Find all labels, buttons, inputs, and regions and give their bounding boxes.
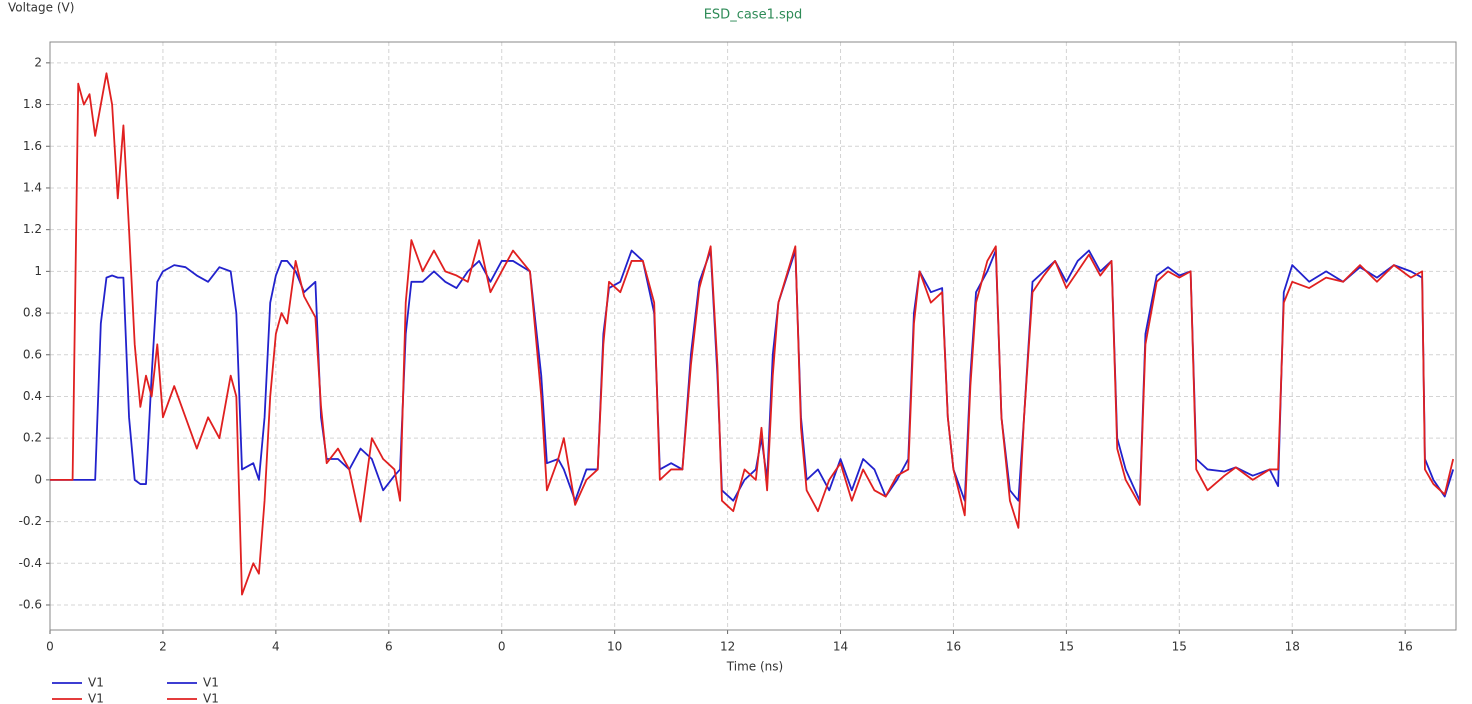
x-tick-label: 15	[1172, 640, 1187, 654]
y-tick-label: 1	[34, 264, 42, 278]
x-tick-label: 6	[385, 640, 393, 654]
x-tick-label: 18	[1285, 640, 1300, 654]
plot-area	[50, 42, 1456, 630]
legend-label: V1	[203, 692, 219, 704]
series-line	[50, 249, 1455, 502]
y-tick-label: 1.6	[23, 139, 42, 153]
y-tick-label: 1.8	[23, 97, 42, 111]
y-tick-label: 2	[34, 55, 42, 69]
y-tick-label: 1.4	[23, 180, 42, 194]
y-tick-label: 0.4	[23, 389, 42, 403]
x-tick-label: 2	[159, 640, 167, 654]
x-tick-label: 14	[833, 640, 848, 654]
x-tick-label: 10	[607, 640, 622, 654]
y-tick-label: -0.6	[19, 597, 42, 611]
x-tick-label: 0	[46, 640, 54, 654]
legend-label: V1	[88, 692, 104, 704]
chart-title: ESD_case1.spd	[704, 8, 803, 23]
x-tick-label: 0	[498, 640, 506, 654]
y-axis-label: Voltage (V)	[8, 1, 74, 15]
legend-label: V1	[203, 676, 219, 690]
y-tick-label: 0.2	[23, 431, 42, 445]
series-line	[50, 72, 1455, 596]
y-tick-label: 1.2	[23, 222, 42, 236]
x-tick-label: 4	[272, 640, 280, 654]
x-tick-label: 16	[1398, 640, 1413, 654]
y-tick-label: 0.8	[23, 306, 42, 320]
x-tick-label: 15	[1059, 640, 1074, 654]
y-tick-label: -0.4	[19, 556, 42, 570]
x-tick-label: 12	[720, 640, 735, 654]
x-tick-label: 16	[946, 640, 961, 654]
legend-label: V1	[88, 676, 104, 690]
y-tick-label: 0	[34, 472, 42, 486]
plot-frame	[49, 41, 1457, 631]
y-tick-label: 0.6	[23, 347, 42, 361]
y-tick-label: -0.2	[19, 514, 42, 528]
x-axis-label: Time (ns)	[726, 660, 783, 674]
